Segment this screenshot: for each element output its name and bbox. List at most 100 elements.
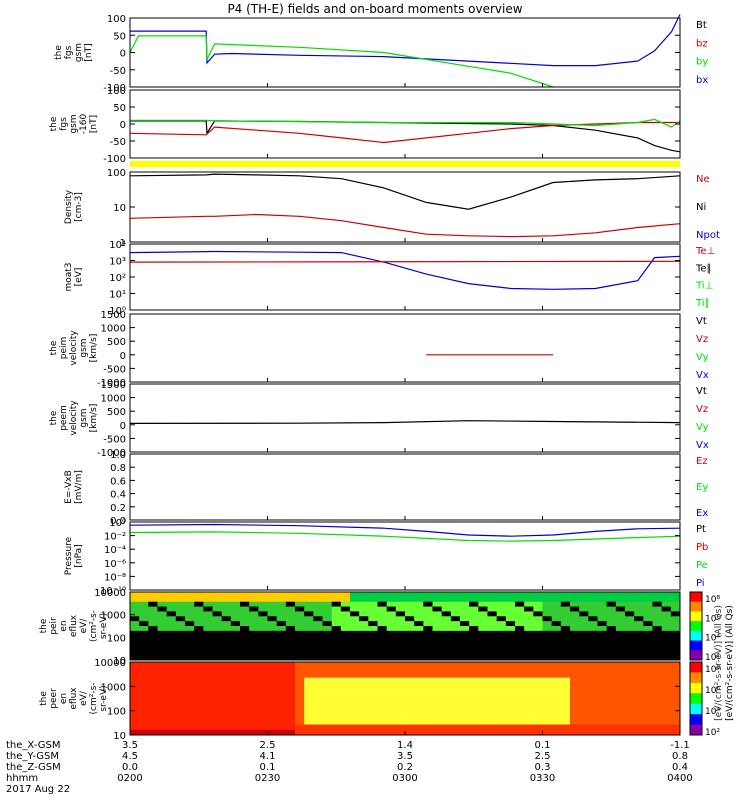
- heatmap-cell: [322, 677, 333, 684]
- heatmap-cell: [258, 650, 268, 656]
- heatmap-cell: [221, 650, 232, 656]
- heatmap-cell: [661, 645, 672, 651]
- heatmap-cell: [185, 616, 195, 622]
- heatmap-cell: [505, 662, 516, 668]
- heatmap-cell: [551, 693, 562, 699]
- heatmap-cell: [221, 611, 232, 617]
- heatmap-cell: [166, 688, 177, 694]
- heatmap-cell: [331, 596, 342, 603]
- ylabel-peir: peir: [49, 617, 59, 635]
- heatmap-cell: [221, 719, 232, 726]
- heatmap-cell: [212, 682, 223, 689]
- heatmap-cell: [625, 662, 635, 668]
- heatmap-cell: [295, 698, 305, 705]
- heatmap-cell: [652, 655, 663, 661]
- heatmap-cell: [166, 606, 177, 612]
- heatmap-cell: [661, 635, 672, 642]
- heatmap-cell: [496, 724, 507, 731]
- heatmap-cell: [496, 698, 507, 705]
- ylabel-fgs: the: [54, 45, 64, 60]
- heatmap-cell: [515, 667, 525, 673]
- heatmap-cell: [258, 693, 268, 699]
- heatmap-cell: [386, 729, 397, 736]
- ytick-label-peir: 10000: [94, 588, 126, 599]
- heatmap-cell: [524, 606, 534, 612]
- heatmap-cell: [368, 693, 378, 699]
- xaxis-value: 0.1: [535, 740, 551, 751]
- heatmap-cell: [157, 724, 168, 731]
- heatmap-cell: [203, 703, 213, 710]
- heatmap-cell: [652, 650, 663, 656]
- heatmap-cell: [331, 655, 342, 661]
- heatmap-cell: [441, 645, 452, 651]
- heatmap-cell: [560, 621, 571, 627]
- heatmap-cell: [313, 621, 323, 627]
- heatmap-cell: [670, 693, 681, 699]
- heatmap-cell: [166, 630, 177, 637]
- heatmap-cell: [350, 682, 360, 689]
- heatmap-cell: [450, 606, 461, 612]
- heatmap-cell: [230, 640, 241, 646]
- heatmap-cell: [240, 714, 250, 720]
- heatmap-cell: [625, 672, 635, 679]
- heatmap-cell: [194, 621, 204, 627]
- heatmap-cell: [203, 714, 213, 720]
- heatmap-cell: [258, 708, 268, 715]
- heatmap-cell: [533, 626, 543, 632]
- heatmap-cell: [185, 621, 195, 627]
- heatmap-cell: [166, 729, 177, 736]
- heatmap-cell: [505, 621, 516, 627]
- heatmap-cell: [652, 682, 663, 689]
- heatmap-cell: [542, 616, 553, 622]
- heatmap-cell: [212, 719, 223, 726]
- heatmap-cell: [130, 635, 140, 642]
- heatmap-cell: [175, 596, 186, 603]
- heatmap-cell: [542, 677, 553, 684]
- heatmap-cell: [670, 616, 681, 622]
- heatmap-cell: [304, 645, 314, 651]
- heatmap-cell: [414, 672, 424, 679]
- heatmap-cell: [194, 606, 204, 612]
- heatmap-cell: [148, 729, 158, 736]
- heatmap-cell: [570, 714, 580, 720]
- heatmap-cell: [267, 677, 278, 684]
- heatmap-cell: [249, 645, 259, 651]
- heatmap-cell: [130, 667, 140, 673]
- heatmap-cell: [652, 640, 663, 646]
- heatmap-cell: [368, 708, 378, 715]
- heatmap-cell: [258, 626, 268, 632]
- ytick-label-peem: 1500: [101, 380, 126, 391]
- heatmap-cell: [185, 635, 195, 642]
- heatmap-cell: [478, 601, 488, 608]
- ytick-label-efield: 1.0: [110, 450, 126, 461]
- heatmap-cell: [249, 703, 259, 710]
- heatmap-cell: [395, 708, 406, 715]
- heatmap-cell: [460, 688, 470, 694]
- heatmap-cell: [359, 645, 369, 651]
- heatmap-cell: [331, 630, 342, 637]
- heatmap-cell: [130, 698, 140, 705]
- heatmap-cell: [175, 672, 186, 679]
- heatmap-cell: [276, 592, 287, 598]
- heatmap-cell: [469, 708, 479, 715]
- heatmap-cell: [643, 708, 653, 715]
- heatmap-cell: [478, 688, 488, 694]
- heatmap-cell: [487, 626, 498, 632]
- heatmap-cell: [130, 677, 140, 684]
- heatmap-cell: [395, 601, 406, 608]
- heatmap-cell: [157, 719, 168, 726]
- heatmap-cell: [496, 616, 507, 622]
- legend-peim-Vt: Vt: [696, 316, 707, 327]
- heatmap-cell: [276, 662, 287, 668]
- heatmap-cell: [588, 640, 598, 646]
- heatmap-cell: [139, 693, 149, 699]
- heatmap-cell: [175, 621, 186, 627]
- heatmap-cell: [230, 714, 241, 720]
- heatmap-cell: [395, 630, 406, 637]
- heatmap-cell: [249, 724, 259, 731]
- heatmap-cell: [230, 672, 241, 679]
- heatmap-cell: [661, 621, 672, 627]
- heatmap-cell: [597, 667, 608, 673]
- heatmap-cell: [166, 645, 177, 651]
- heatmap-cell: [597, 611, 608, 617]
